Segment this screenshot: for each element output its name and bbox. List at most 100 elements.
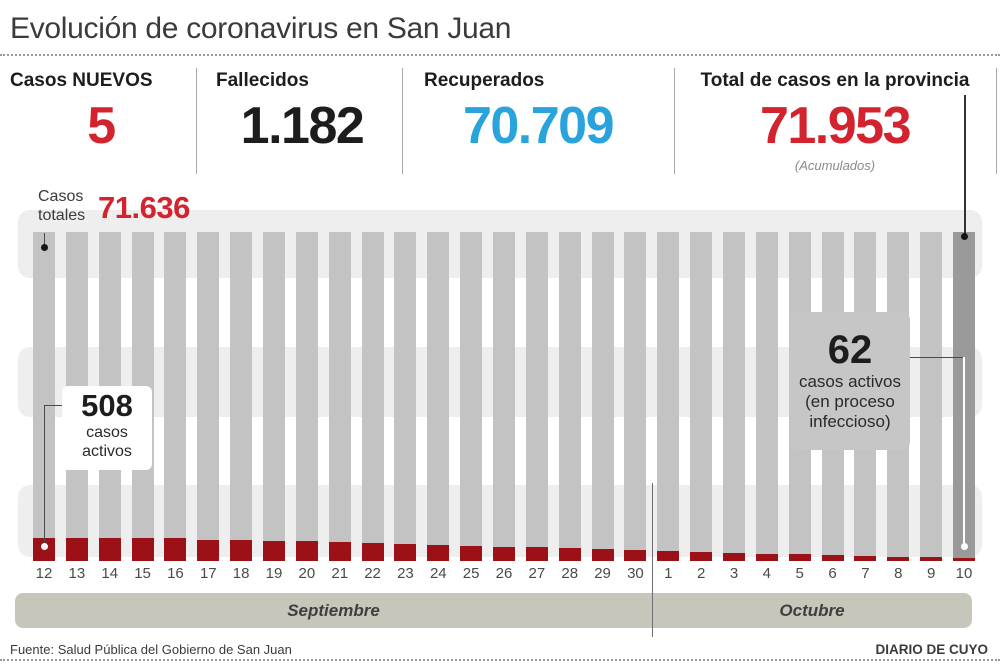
stat-label-casos-nuevos: Casos NUEVOS [10,70,153,91]
day-tick-label: 18 [232,565,250,582]
divider-dotted-bottom [0,659,1000,661]
bar-active-cases [591,549,614,561]
day-tick-label: 27 [528,565,546,582]
stat-label-fallecidos: Fallecidos [216,70,309,91]
first-bar-pointer-dot [40,244,48,251]
divider-dotted-top [0,54,1000,56]
bar-active-cases [821,555,844,561]
day-tick-label: 9 [926,565,936,582]
month-divider-line [652,483,653,637]
active-first-dot [40,543,48,550]
bar-active-cases [558,548,581,561]
bar-active-cases [361,543,384,561]
bar-active-cases [230,540,253,561]
stat-sub-acumulados: (Acumulados) [794,158,876,173]
bar-active-cases [262,541,285,561]
bar-total-cases [262,232,285,561]
bar-total-cases [230,232,253,561]
page-title: Evolución de coronavirus en San Juan [10,12,512,45]
day-tick-label: 5 [795,565,804,582]
day-tick-label: 4 [762,565,772,582]
bar-active-cases [295,541,318,561]
bar-active-cases [887,557,910,561]
day-tick-label: 23 [397,565,414,582]
bar-total-cases [460,232,483,561]
bar-total-cases [624,232,647,561]
bar-total-cases [361,232,384,561]
casos-totales-label: Casos totales [38,188,86,224]
day-tick-label: 13 [68,565,86,582]
bar-total-cases [427,232,450,561]
stats-divider-right-edge [996,68,997,174]
bar-total-cases [492,232,515,561]
bar-active-cases [755,554,778,561]
day-tick-label: 25 [462,565,480,582]
bar-active-cases [394,544,417,561]
bar-active-cases [952,558,975,561]
day-tick-label: 8 [894,565,903,582]
bar-active-cases [920,557,943,561]
day-tick-label: 24 [429,565,447,582]
bar-active-cases [427,545,450,561]
day-tick-label: 3 [729,565,739,582]
bar-active-cases [722,553,745,561]
day-tick-label: 22 [364,565,381,582]
day-tick-label: 10 [955,565,973,582]
bar-total-cases [755,232,778,561]
total-pointer-line [964,95,966,237]
month-label-octubre: Octubre [779,601,845,620]
bar-active-cases [98,538,121,561]
day-tick-label: 19 [265,565,283,582]
stats-divider-2 [402,68,403,174]
source-credit: Fuente: Salud Pública del Gobierno de Sa… [10,642,292,657]
brand-credit: DIARIO DE CUYO [875,642,988,657]
active-last-value: 62 [827,328,873,372]
bar-active-cases [690,552,713,561]
day-tick-label: 21 [331,565,349,582]
day-tick-label: 20 [298,565,316,582]
bar-total-cases [591,232,614,561]
bar-total-cases [328,232,351,561]
first-bar-pointer-line [43,233,45,246]
active-first-connector-v [43,405,45,546]
bar-active-cases [492,547,515,561]
active-last-dot [960,543,968,550]
stat-value-fallecidos: 1.182 [240,97,365,155]
bar-active-cases [328,542,351,561]
active-last-connector-h [910,357,964,358]
day-tick-label: 6 [828,565,837,582]
month-axis-band: Septiembre Octubre [15,593,972,628]
stats-divider-1 [196,68,197,174]
bar-total-cases [33,232,55,561]
bar-active-cases [197,540,220,561]
bar-total-cases [295,232,318,561]
active-first-callout: 508 casos activos [62,386,152,470]
day-tick-label: 17 [199,565,217,582]
day-tick-label: 29 [594,565,611,582]
bar-active-cases [460,546,483,561]
active-last-callout: 62 casos activos (en proceso infeccioso) [790,312,910,450]
bar-total-cases [657,232,680,561]
bar-total-cases [197,232,220,561]
total-pointer-dot [961,233,968,240]
bar-total-cases [525,232,548,561]
bar-total-cases [690,232,713,561]
day-tick-label: 26 [495,565,513,582]
active-first-value: 508 [81,388,133,423]
stats-divider-3 [674,68,675,174]
bar-active-cases [657,551,680,561]
bar-total-cases [558,232,581,561]
day-tick-label: 12 [35,565,53,582]
month-label-septiembre: Septiembre [287,601,380,620]
stat-value-casos-nuevos: 5 [87,97,116,155]
bar-active-cases [131,538,154,561]
casos-totales-value: 71.636 [98,190,190,225]
bar-total-cases [920,232,943,561]
bar-active-cases [854,556,877,561]
active-last-connector-v [963,357,965,546]
day-tick-label: 16 [167,565,184,582]
bar-active-cases [788,554,811,561]
bar-total-cases [164,232,187,561]
stat-value-total-provincia: 71.953 [759,97,912,155]
